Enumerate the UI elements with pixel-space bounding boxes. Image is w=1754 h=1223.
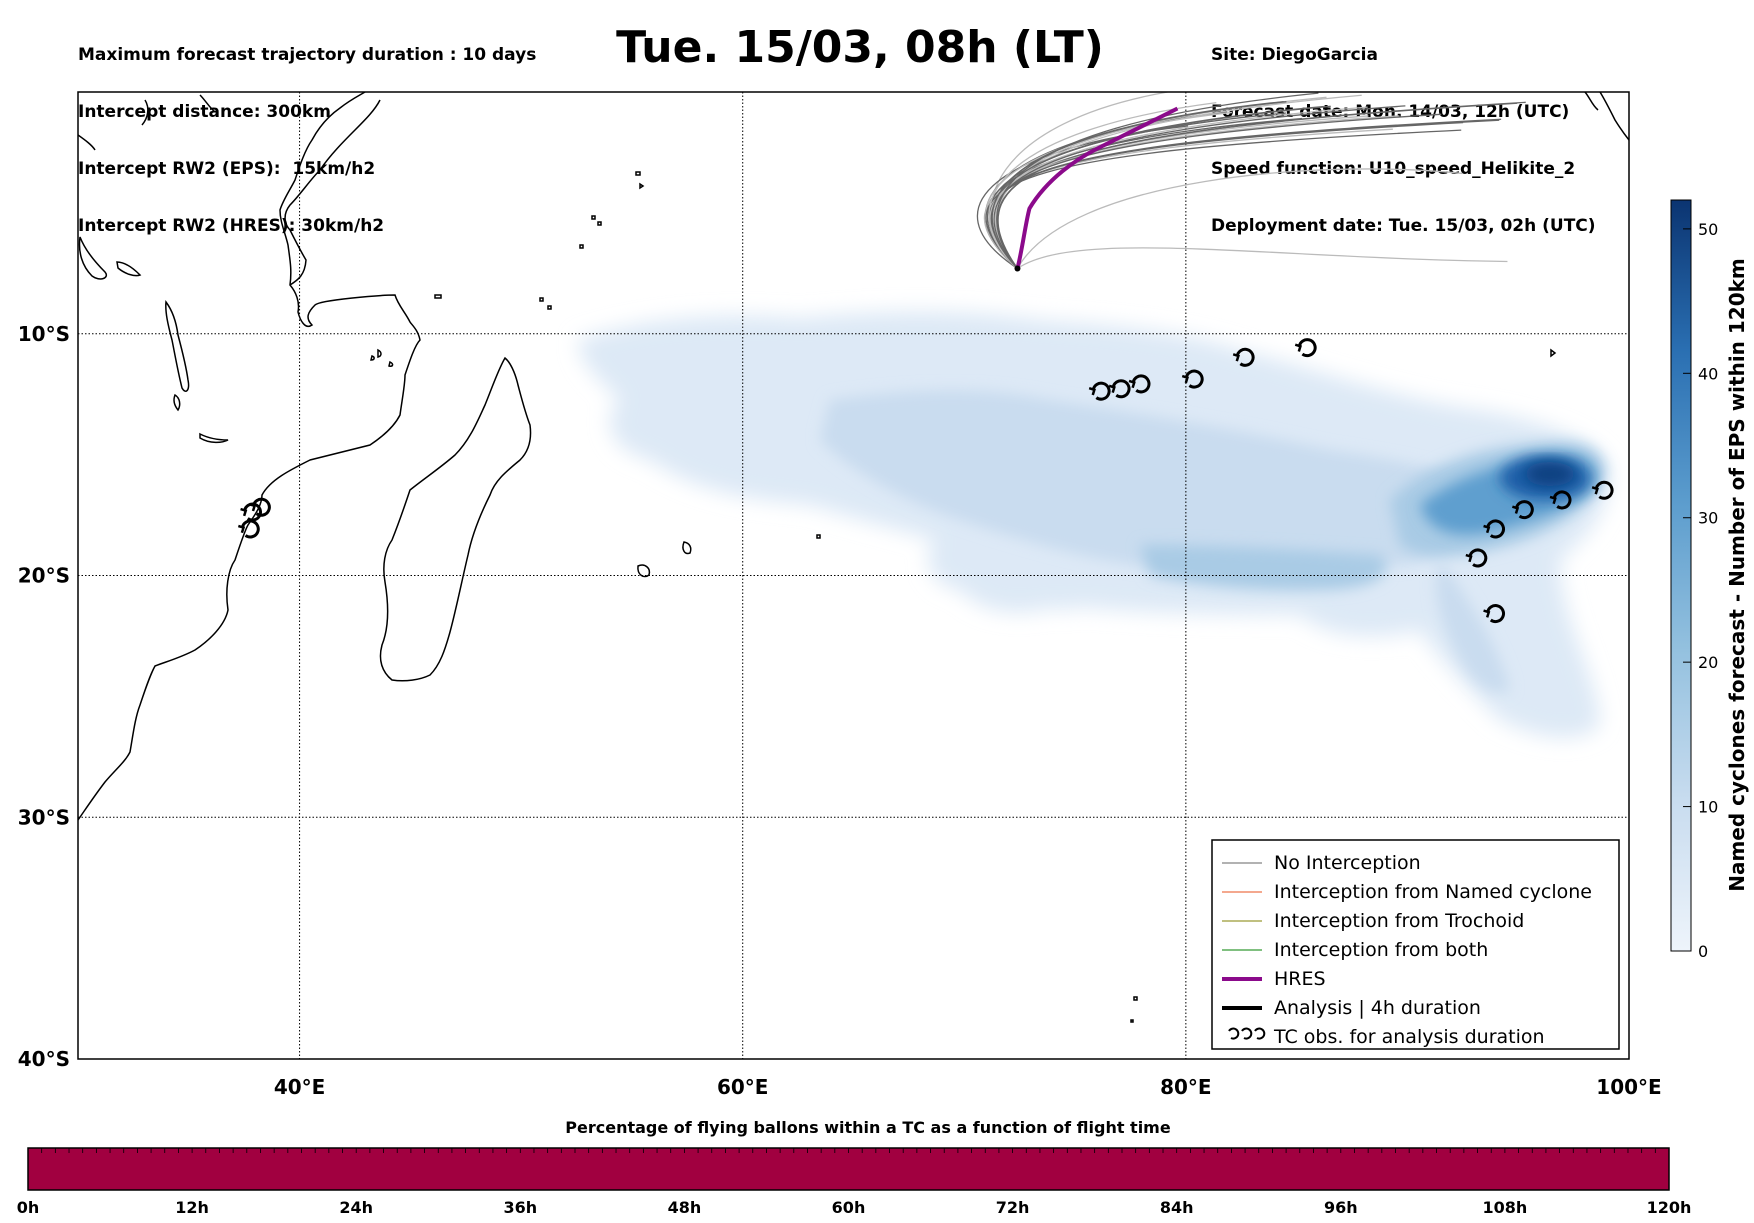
tc-obs-icon	[1181, 369, 1204, 389]
ensemble-trajectory	[990, 119, 1500, 269]
colorbar-tick-label: 40	[1698, 364, 1718, 383]
lon-tick-label: 100°E	[1596, 1075, 1661, 1099]
lon-tick-label: 40°E	[274, 1075, 326, 1099]
ensemble-trajectory	[990, 105, 1324, 269]
flight-bar-tick-label: 108h	[1483, 1198, 1528, 1217]
deployment-site	[1014, 265, 1021, 272]
legend: No Interception Interception from Named c…	[1211, 839, 1620, 1050]
legend-label: Interception from both	[1274, 939, 1488, 961]
ensemble-trajectory	[988, 102, 1217, 269]
tc-obs-icon	[1483, 519, 1505, 539]
header-right-line: Deployment date: Tue. 15/03, 02h (UTC)	[1211, 216, 1596, 236]
tc-obs-icon	[1549, 490, 1572, 510]
map-frame	[77, 91, 1630, 1060]
flight-bar-tick-label: 48h	[668, 1198, 702, 1217]
flight-bar-tick-label: 24h	[339, 1198, 373, 1217]
header-right-line: Site: DiegoGarcia	[1211, 45, 1378, 65]
tc-obs-icon	[1591, 480, 1614, 500]
coastlines	[78, 92, 1629, 1023]
cyclone-density-field	[578, 311, 1610, 738]
flight-bar-title: Percentage of flying ballons within a TC…	[565, 1118, 1171, 1137]
page-title: Tue. 15/03, 08h (LT)	[616, 22, 1104, 73]
tc-obs-icon	[1108, 379, 1131, 399]
lake-malawi	[165, 300, 190, 392]
header-left-line: Intercept RW2 (HRES): 30km/h2	[78, 216, 385, 236]
lat-tick-label: 20°S	[18, 564, 70, 588]
header-right-line: Speed function: U10_speed_Helikite_2	[1211, 159, 1576, 179]
colorbar-tick-label: 0	[1698, 942, 1708, 961]
flight-bar-tick-label: 0h	[17, 1198, 40, 1217]
ensemble-trajectory	[993, 105, 1406, 269]
lat-tick-label: 10°S	[18, 322, 70, 346]
header-left-line: Maximum forecast trajectory duration : 1…	[78, 45, 537, 65]
lon-tick-label: 60°E	[717, 1075, 769, 1099]
ensemble-trajectory	[997, 101, 1526, 269]
africa-coastline	[78, 92, 421, 821]
flight-time-bar: Percentage of flying ballons within a TC…	[17, 1118, 1692, 1217]
colorbar-tick-label: 10	[1698, 798, 1718, 817]
tc-obs-icon	[1294, 338, 1317, 358]
lat-tick-label: 30°S	[18, 805, 70, 829]
lat-tick-label: 40°S	[18, 1047, 70, 1071]
ensemble-trajectory	[985, 129, 1462, 269]
flight-bar-tick-label: 120h	[1647, 1198, 1692, 1217]
tc-obs-icon	[237, 519, 260, 539]
ensemble-trajectory	[991, 101, 1287, 269]
ensemble-trajectory	[1017, 247, 1508, 270]
header-left-line: Intercept RW2 (EPS): 15km/h2	[78, 159, 376, 179]
flight-bar-tick-label: 72h	[996, 1198, 1030, 1217]
ensemble-trajectory	[985, 111, 1232, 269]
ensemble-trajectory	[996, 92, 1319, 269]
ensemble-trajectory	[988, 121, 1464, 269]
africa-horn-coastline	[284, 99, 381, 286]
tc-obs-icon	[1232, 347, 1255, 367]
ensemble-trajectory	[989, 115, 1400, 269]
tc-observations	[237, 338, 1614, 624]
colorbar-tick-label: 20	[1698, 653, 1718, 672]
legend-label: HRES	[1274, 968, 1326, 990]
ensemble-trajectory	[990, 118, 1502, 269]
tc-obs-icon	[249, 497, 271, 517]
legend-label: TC obs. for analysis duration	[1273, 1026, 1545, 1048]
flight-bar-tick-label: 36h	[503, 1198, 537, 1217]
ensemble-trajectory	[983, 128, 1393, 269]
ensemble-trajectory	[991, 113, 1442, 269]
hres-trajectory	[1015, 106, 1179, 269]
madagascar-coastline	[379, 356, 532, 682]
axis-labels: 40°E 60°E 80°E 100°E 10°S 20°S 30°S 40°S	[18, 322, 1662, 1099]
flight-bar-tick-label: 60h	[832, 1198, 866, 1217]
tc-obs-legend-icon	[1228, 1027, 1266, 1040]
tc-obs-icon	[1483, 604, 1505, 624]
header-left: Maximum forecast trajectory duration : 1…	[78, 8, 536, 255]
tc-obs-icon	[240, 502, 262, 522]
flight-bar-tick-label: 12h	[175, 1198, 209, 1217]
header-left-line: Intercept distance: 300km	[78, 102, 331, 122]
legend-label: Interception from Trochoid	[1274, 910, 1524, 932]
map-grid	[78, 92, 1629, 1059]
legend-label: Interception from Named cyclone	[1274, 881, 1592, 903]
reunion-island	[637, 564, 651, 578]
lake-victoria	[78, 236, 107, 280]
flight-bar-tick-label: 84h	[1160, 1198, 1194, 1217]
lon-tick-label: 80°E	[1160, 1075, 1212, 1099]
flight-bar-tick-label: 96h	[1324, 1198, 1358, 1217]
ensemble-trajectory	[1016, 168, 1463, 269]
colorbar-tick-label: 30	[1698, 509, 1718, 528]
legend-label: No Interception	[1274, 852, 1421, 874]
colorbar: Named cyclones forecast - Number of EPS …	[1670, 199, 1749, 961]
page-title-wrap: Tue. 15/03, 08h (LT)	[0, 22, 1754, 73]
tc-obs-icon	[1512, 500, 1534, 520]
trajectory-lines	[976, 92, 1526, 272]
colorbar-tick-label: 50	[1698, 220, 1718, 239]
sumatra-coastline	[1599, 92, 1629, 141]
colorbar-label: Named cyclones forecast - Number of EPS …	[1725, 258, 1749, 892]
legend-label: Analysis | 4h duration	[1274, 997, 1481, 1019]
tc-obs-icon	[1128, 374, 1151, 394]
mauritius-island	[682, 541, 692, 555]
tc-obs-icon	[1465, 548, 1488, 568]
tc-obs-icon	[1088, 381, 1111, 401]
